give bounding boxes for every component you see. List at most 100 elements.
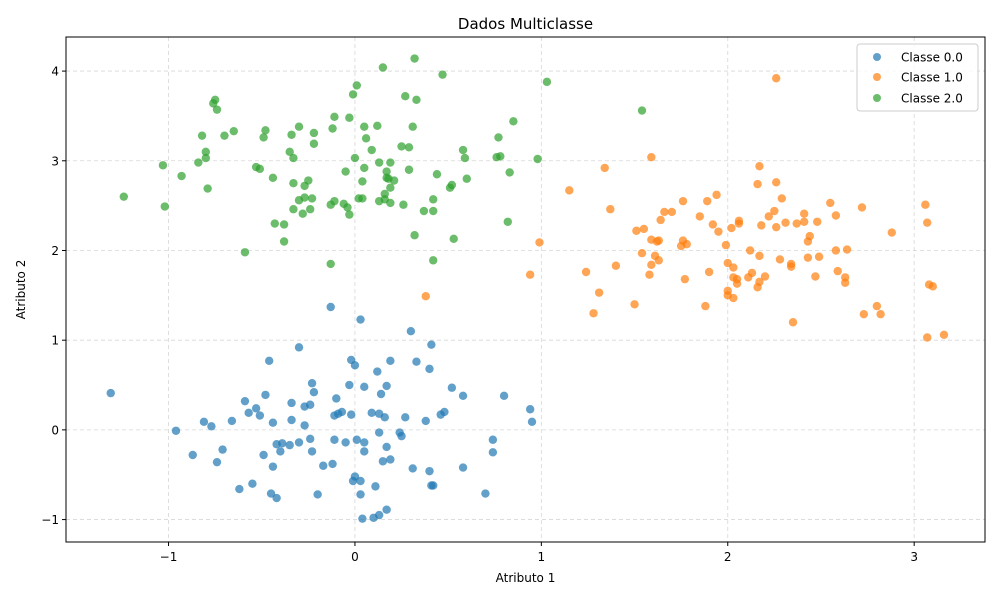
data-point-classe-0 [356, 490, 365, 499]
legend: Classe 0.0 Classe 1.0 Classe 2.0 [856, 43, 979, 112]
data-point-classe-2 [119, 192, 128, 201]
data-point-classe-1 [581, 267, 591, 277]
data-point-classe-0 [356, 476, 365, 486]
data-point-classe-2 [361, 134, 371, 143]
data-point-classe-0 [319, 461, 328, 470]
data-point-classe-1 [654, 256, 663, 265]
data-point-classe-0 [429, 481, 438, 490]
data-point-classe-2 [509, 117, 518, 126]
data-point-classe-2 [637, 106, 647, 115]
data-point-classe-2 [380, 189, 389, 199]
data-point-classe-2 [412, 95, 421, 104]
data-point-classe-2 [279, 220, 289, 229]
data-point-classe-0 [171, 426, 181, 435]
data-point-classe-0 [294, 438, 304, 447]
data-point-classe-1 [799, 209, 809, 218]
data-point-classe-1 [921, 200, 930, 209]
data-point-classe-1 [805, 231, 814, 241]
data-point-classe-1 [775, 255, 785, 264]
data-point-classe-2 [496, 152, 505, 161]
data-point-classe-2 [268, 173, 278, 183]
x-axis-title: Atributo 1 [496, 571, 556, 585]
data-point-classe-2 [304, 176, 313, 185]
data-point-classe-0 [374, 510, 384, 520]
data-point-classe-1 [876, 309, 885, 319]
data-point-classe-0 [272, 493, 281, 503]
data-point-classe-2 [287, 130, 296, 139]
data-point-classe-1 [826, 198, 835, 208]
data-point-classe-0 [376, 389, 386, 399]
data-point-classe-1 [630, 300, 639, 309]
data-point-classe-2 [432, 170, 442, 179]
y-tick-label: 0 [51, 423, 59, 437]
data-point-classe-2 [203, 184, 212, 193]
data-point-classe-2 [300, 193, 309, 202]
data-point-classe-0 [412, 357, 421, 366]
data-point-classe-2 [259, 133, 268, 142]
data-point-classe-2 [378, 63, 388, 72]
data-point-classe-1 [857, 203, 867, 212]
data-point-classe-2 [298, 209, 307, 218]
legend-marker-classe-1 [873, 73, 881, 81]
data-point-classe-2 [352, 81, 361, 90]
data-point-classe-1 [831, 246, 841, 255]
data-point-classe-1 [813, 217, 822, 226]
y-tick-label: 3 [51, 154, 59, 168]
data-point-classe-0 [268, 462, 278, 471]
data-point-classe-2 [410, 231, 419, 240]
data-point-classe-1 [840, 278, 850, 287]
data-point-classe-0 [425, 466, 434, 476]
data-point-classe-0 [406, 327, 416, 336]
series-classe-2 [119, 54, 647, 269]
data-point-classe-0 [401, 413, 410, 422]
data-point-classe-1 [772, 222, 781, 232]
data-point-classe-1 [632, 226, 641, 235]
data-point-classe-0 [266, 489, 276, 498]
data-point-classe-2 [220, 131, 229, 140]
data-point-classe-2 [345, 113, 354, 122]
data-point-classe-1 [811, 272, 820, 281]
y-axis-title: Atributo 2 [14, 260, 28, 320]
legend-label-classe-2: Classe 2.0 [901, 92, 963, 106]
data-point-classe-1 [786, 262, 796, 271]
data-point-classe-0 [307, 379, 317, 388]
data-point-classe-1 [747, 268, 757, 278]
y-tick-label: 2 [51, 244, 59, 258]
data-point-classe-0 [373, 367, 382, 376]
data-point-classe-1 [887, 228, 896, 237]
data-point-classe-2 [360, 163, 369, 173]
data-point-classe-1 [589, 309, 598, 318]
data-point-classe-2 [382, 167, 391, 176]
data-point-classe-0 [360, 438, 369, 447]
data-point-classe-2 [270, 219, 279, 228]
data-point-classe-2 [462, 174, 471, 183]
data-point-classe-0 [481, 489, 490, 498]
data-point-classe-0 [350, 472, 360, 481]
data-point-classe-1 [772, 74, 781, 83]
data-point-classe-0 [458, 463, 468, 472]
data-point-classe-1 [708, 220, 718, 229]
data-point-classe-1 [729, 293, 738, 303]
legend-label-classe-1: Classe 1.0 [901, 71, 963, 85]
data-point-classe-1 [647, 152, 656, 162]
data-point-classe-2 [294, 122, 304, 131]
data-point-classe-1 [753, 179, 762, 189]
y-tick-label: 4 [51, 65, 59, 79]
data-point-classe-0 [106, 388, 115, 398]
data-point-classe-1 [695, 212, 704, 221]
data-point-classe-1 [525, 270, 535, 279]
data-point-classe-0 [374, 428, 384, 437]
data-point-classe-0 [352, 435, 361, 444]
data-point-classe-0 [360, 447, 369, 456]
data-point-classe-0 [382, 381, 391, 391]
data-point-classe-0 [313, 490, 322, 499]
data-point-classe-2 [404, 165, 414, 174]
data-point-classe-0 [380, 413, 389, 422]
data-point-classe-0 [276, 447, 285, 456]
legend-marker-classe-2 [873, 94, 881, 102]
data-point-classe-2 [408, 122, 417, 131]
x-tick-label: 3 [910, 550, 918, 564]
data-point-classe-0 [287, 398, 296, 408]
data-point-classe-2 [542, 77, 552, 87]
